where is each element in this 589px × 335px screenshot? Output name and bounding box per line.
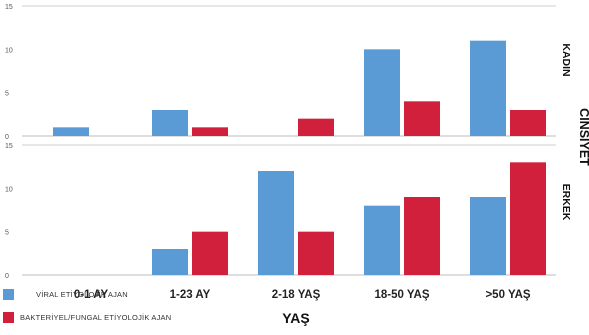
y-tick-label: 10 [5, 186, 13, 193]
legend-swatch [3, 289, 14, 300]
chart-panels: 0 5 10 15 KADIN 0 5 10 15 ERKEK [5, 4, 572, 280]
legend-entry-bakteriyel: BAKTERİYEL/FUNGAL ETİYOLOJİK AJAN [3, 312, 171, 323]
y-tick-label: 0 [5, 134, 9, 141]
y-tick-label: 0 [5, 273, 9, 280]
y-tick-label: 5 [5, 91, 9, 98]
x-axis-title: YAŞ [282, 310, 310, 326]
panel-kadin: 0 5 10 15 KADIN [5, 4, 572, 141]
bar-bakteriyel-kadin-2 [298, 118, 334, 136]
bar-viral-erkek-2 [258, 171, 294, 275]
bar-viral-erkek-1 [152, 249, 188, 275]
bar-viral-kadin-0 [53, 127, 89, 136]
category-label: >50 YAŞ [485, 289, 530, 301]
bar-bakteriyel-kadin-4 [510, 110, 546, 136]
bar-bakteriyel-erkek-4 [510, 162, 546, 275]
category-label: 0-1 AY [74, 289, 109, 301]
category-label: 18-50 YAŞ [375, 289, 430, 301]
category-axis: 0-1 AY 1-23 AY 2-18 YAŞ 18-50 YAŞ >50 YAŞ [74, 289, 531, 301]
y-tick-label: 15 [5, 143, 13, 150]
bar-bakteriyel-kadin-3 [404, 101, 440, 136]
category-label: 2-18 YAŞ [272, 289, 321, 301]
legend-entry-viral: VİRAL ETİYOLOJİK AJAN [3, 289, 128, 300]
panel-label: ERKEK [560, 184, 572, 221]
bar-viral-kadin-4 [470, 40, 506, 136]
y-tick-label: 5 [5, 230, 9, 237]
legend-label: BAKTERİYEL/FUNGAL ETİYOLOJİK AJAN [20, 313, 171, 322]
y-tick-label: 15 [5, 4, 13, 11]
category-label: 1-23 AY [170, 289, 211, 301]
legend: VİRAL ETİYOLOJİK AJAN BAKTERİYEL/FUNGAL E… [3, 289, 171, 323]
facet-label: CİNSİYET [577, 108, 589, 166]
y-tick-label: 10 [5, 47, 13, 54]
bar-viral-erkek-4 [470, 197, 506, 275]
legend-label: VİRAL ETİYOLOJİK AJAN [36, 290, 128, 299]
bar-bakteriyel-erkek-3 [404, 197, 440, 275]
bar-viral-erkek-3 [364, 205, 400, 275]
legend-swatch [3, 312, 14, 323]
panel-label: KADIN [560, 43, 572, 76]
panel-erkek: 0 5 10 15 ERKEK [5, 143, 572, 280]
bar-viral-kadin-3 [364, 49, 400, 137]
bar-bakteriyel-kadin-1 [192, 127, 228, 136]
bar-bakteriyel-erkek-1 [192, 231, 228, 275]
bar-viral-kadin-1 [152, 110, 188, 136]
bar-bakteriyel-erkek-2 [298, 231, 334, 275]
